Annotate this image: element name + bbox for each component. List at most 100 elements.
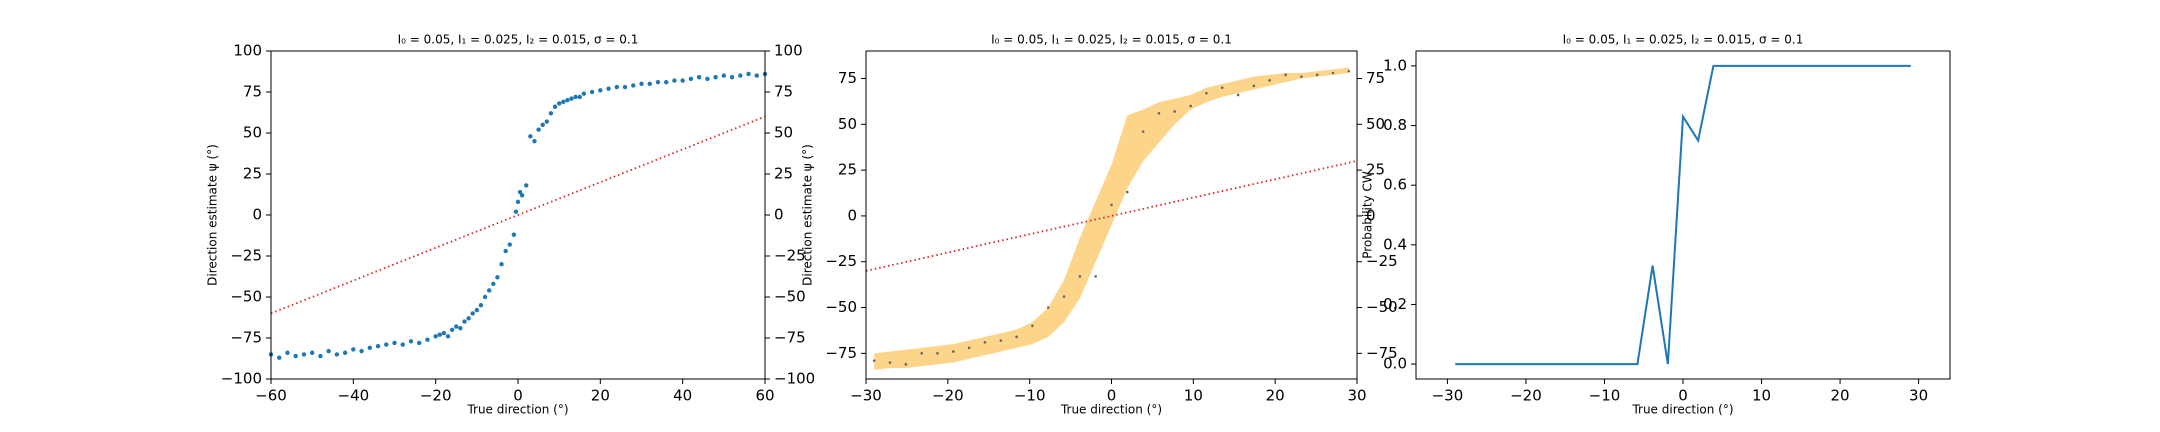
x-tick-label: 20 [1831,387,1850,405]
point [462,319,467,324]
y-tick-label: 0.6 [1383,176,1407,194]
x-tick-label: −20 [1510,387,1542,405]
point [425,337,430,342]
x-tick-label: 0 [1107,387,1117,405]
point [515,199,521,205]
point [1284,73,1287,77]
y-tick-label: −50 [825,298,857,316]
x-tick-label: 20 [591,387,610,405]
point [466,316,471,321]
point [1331,71,1335,75]
x-tick-label: 0 [1678,387,1688,405]
point [647,81,652,87]
point [491,281,496,287]
point [507,242,512,247]
point [1300,75,1303,78]
y-tick-label: −50 [230,288,262,306]
point [999,339,1003,342]
point [478,303,484,308]
point [1205,91,1208,95]
x-tick-label: −20 [420,387,452,405]
y2-tick-label: −50 [1366,298,1398,316]
point [301,352,307,357]
point [437,332,442,337]
y-tick-label: 0 [847,206,857,224]
point [1268,79,1271,82]
point [458,325,463,331]
x-tick-label: −40 [338,387,370,405]
point [672,78,677,83]
chart-title: I₀ = 0.05, I₁ = 0.025, I₂ = 0.015, σ = 0… [398,33,639,47]
point [367,345,372,351]
point [334,352,340,357]
point [967,346,971,350]
point [1220,86,1224,89]
y2-tick-label: −25 [1366,252,1398,270]
point [449,327,455,332]
y-axis-label: Direction estimate ψ (°) [801,144,815,286]
point [309,350,315,355]
x-tick-label: −30 [1432,387,1464,405]
y2-tick-label: 50 [1366,115,1385,133]
point [326,348,331,354]
point [400,342,405,347]
y2-tick-label: 75 [774,83,793,101]
y2-tick-label: −50 [774,288,806,306]
point [474,307,480,313]
y-tick-label: 50 [243,124,262,142]
y2-tick-label: −75 [774,329,806,347]
point [499,262,504,267]
point [1094,275,1098,278]
point [342,350,348,355]
chart-title: I₀ = 0.05, I₁ = 0.025, I₂ = 0.015, σ = 0… [1563,33,1804,47]
point [664,79,669,85]
y2-tick-label: −75 [1366,344,1398,362]
y-tick-label: 0.2 [1383,295,1407,313]
point [598,88,603,93]
y2-tick-label: −25 [774,247,806,265]
point [486,288,492,293]
point [1125,190,1129,194]
point [277,355,282,360]
y2-tick-label: 75 [1366,69,1385,87]
point [746,71,751,77]
point [417,340,422,346]
point [713,75,718,80]
point [519,193,525,198]
x-tick-label: −30 [850,387,882,405]
point [513,209,519,214]
point [1189,104,1192,108]
point [1236,93,1240,97]
x-tick-label: 20 [1266,387,1285,405]
y-tick-label: −25 [230,247,262,265]
y-tick-label: 75 [243,83,262,101]
point [392,340,397,346]
point [1173,110,1177,113]
point [631,83,636,88]
y2-tick-label: 100 [774,42,803,60]
point [577,94,582,100]
y-tick-label: 50 [838,115,857,133]
point [983,341,987,344]
y-tick-label: 100 [233,42,262,60]
point [454,324,459,329]
point [445,334,451,339]
y-tick-label: 25 [243,165,262,183]
y-axis-label: Probability CW [1361,171,1375,259]
point [441,330,447,336]
y-tick-label: 0.0 [1383,355,1407,373]
x-tick-label: 40 [673,387,692,405]
point [952,350,955,353]
point [1141,130,1145,133]
identity-line [865,160,1358,272]
x-axis-label: True direction (°) [466,403,568,417]
point [1252,84,1256,88]
point [517,189,523,195]
point [548,111,554,116]
point [688,76,694,82]
point [536,127,541,132]
x-tick-label: −10 [1589,387,1621,405]
point [1347,69,1351,73]
y2-tick-label: 25 [774,165,793,183]
